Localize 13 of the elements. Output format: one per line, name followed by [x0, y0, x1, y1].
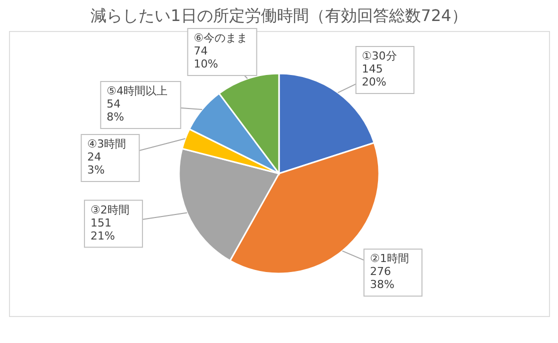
slice-label: ④3時間 [87, 138, 126, 151]
data-label: 145 20% [362, 62, 386, 89]
data-label: 151 21% [90, 216, 115, 242]
data-label: 74 10% [194, 44, 218, 71]
slice-label: ③2時間 [90, 203, 130, 216]
data-label: 54 8% [106, 98, 124, 124]
chart-title: 減らしたい1日の所定労働時間（有効回答総数724） [90, 6, 468, 26]
slice-label: ②1時間 [370, 252, 409, 266]
data-label: 24 3% [87, 150, 105, 177]
data-label: 276 38% [370, 265, 394, 292]
slice-label: ⑤4時間以上 [106, 84, 168, 98]
slice-label: ①30分 [362, 50, 397, 63]
slice-label: ⑥今のまま [194, 32, 248, 45]
